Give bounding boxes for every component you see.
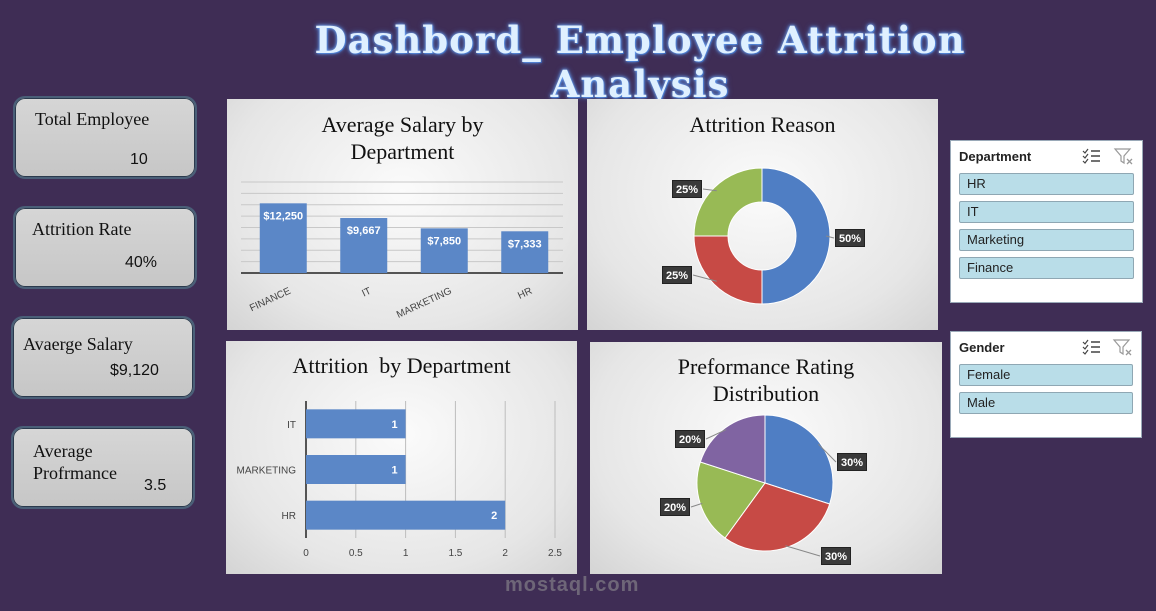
data-label: 25%	[676, 184, 698, 196]
data-label: 2	[491, 510, 497, 522]
donut-slice	[761, 167, 831, 305]
pie-slice	[699, 414, 766, 484]
tick-label: IT	[360, 286, 373, 300]
bar-hr	[306, 500, 506, 530]
kpi-value: 40%	[125, 254, 158, 271]
multi-select-icon[interactable]	[1082, 148, 1102, 164]
donut-slice	[693, 167, 763, 237]
kpi-label: Attrition Rate	[32, 219, 132, 239]
gender-slicer: Gender Female Male	[950, 331, 1142, 438]
leader-line	[705, 429, 727, 440]
salary-bar-chart: $12,250 FINANCE $9,667 IT $7,850 MARKETING $7,…	[241, 181, 563, 321]
tick-label: HR	[282, 511, 296, 522]
slicer-item-it[interactable]: IT	[959, 201, 1134, 223]
tick-label: 0	[303, 548, 309, 559]
data-label: 30%	[841, 457, 863, 469]
bar-marketing	[306, 455, 406, 484]
bar-hr	[501, 231, 549, 273]
chart-title: Average Salary by Department	[321, 112, 484, 164]
performance-panel: Preformance Rating Distribution 30% 30% 20…	[590, 342, 942, 574]
kpi-value: $9,120	[110, 362, 159, 379]
kpi-label: Total Employee	[35, 109, 150, 129]
kpi-value: 10	[130, 151, 148, 168]
data-label-box	[675, 430, 705, 448]
tick-label: HR	[516, 286, 534, 302]
data-label: 1	[391, 419, 397, 431]
leader-line	[785, 545, 821, 557]
data-label: 30%	[825, 551, 847, 563]
department-slicer: Department HR IT Marketing Finance	[950, 140, 1143, 303]
data-label: 20%	[664, 502, 686, 514]
kpi-label: Avaerge Salary	[23, 334, 133, 354]
kpi-label: Average Profrmance	[33, 441, 117, 483]
leader-line	[702, 188, 717, 192]
bar-finance	[259, 203, 307, 273]
dashboard-title: Dashbord_ Employee Attrition Analysis	[314, 18, 966, 106]
tick-label: IT	[287, 420, 296, 431]
kpi-total-employee: Total Employee 10	[13, 96, 197, 179]
bar-marketing	[420, 228, 468, 273]
slicer-header: Gender	[959, 340, 1005, 355]
data-label: $9,667	[347, 225, 381, 237]
salary-chart-panel: Average Salary by Department $12,250 FINA…	[227, 99, 578, 330]
attrition-reason-donut: 50% 25% 25%	[662, 167, 865, 305]
donut-slice	[693, 235, 763, 305]
data-label-box	[662, 266, 692, 284]
leader-line	[692, 274, 717, 282]
chart-title: Attrition by Department	[292, 353, 511, 378]
pie-slice	[764, 414, 834, 505]
data-label-box	[835, 229, 865, 247]
slicer-item-finance[interactable]: Finance	[959, 257, 1134, 279]
watermark: mostaql.com	[505, 574, 640, 596]
data-label: $7,333	[508, 238, 542, 250]
slicer-item-male[interactable]: Male	[959, 392, 1133, 414]
tick-label: MARKETING	[395, 286, 454, 321]
leader-line	[825, 235, 835, 239]
attrition-dept-bar-chart: 0 0.5 1 1.5 2 2.5 1 IT 1 MARKETING 2 HR	[237, 401, 562, 559]
tick-label: 2	[502, 548, 508, 559]
chart-title: Preformance Rating Distribution	[677, 354, 855, 406]
leader-line	[818, 443, 837, 463]
data-label: 1	[391, 465, 397, 477]
kpi-average-salary: Avaerge Salary $9,120	[11, 316, 195, 399]
bar-it	[306, 409, 406, 439]
pie-slice	[724, 482, 831, 552]
attrition-dept-panel: Attrition by Department 0 0.5 1 1.5 2 2.5 1 IT 1…	[226, 341, 577, 574]
attrition-reason-panel: Attrition Reason 50% 25% 25%	[587, 99, 938, 330]
data-label: 50%	[839, 233, 861, 245]
clear-filter-icon[interactable]	[1113, 148, 1134, 166]
data-label: $12,250	[263, 210, 303, 222]
bar-it	[340, 218, 388, 273]
data-label: 25%	[666, 270, 688, 282]
multi-select-icon[interactable]	[1082, 339, 1102, 355]
slicer-item-female[interactable]: Female	[959, 364, 1133, 386]
tick-label: 0.5	[349, 548, 363, 559]
chart-title: Attrition Reason	[689, 112, 836, 137]
tick-label: 1.5	[448, 548, 462, 559]
kpi-attrition-rate: Attrition Rate 40%	[13, 206, 197, 289]
tick-label: FINANCE	[248, 286, 293, 315]
clear-filter-icon[interactable]	[1112, 339, 1133, 357]
tick-label: 1	[403, 548, 409, 559]
tick-label: 2.5	[548, 548, 562, 559]
data-label: $7,850	[427, 235, 461, 247]
slicer-item-marketing[interactable]: Marketing	[959, 229, 1134, 251]
data-label-box	[821, 547, 851, 565]
data-label-box	[672, 180, 702, 198]
data-label: 20%	[679, 434, 701, 446]
slicer-item-hr[interactable]: HR	[959, 173, 1134, 195]
slicer-header: Department	[959, 149, 1032, 164]
data-label-box	[837, 453, 867, 471]
tick-label: MARKETING	[237, 466, 297, 477]
leader-line	[690, 502, 703, 508]
kpi-value: 3.5	[144, 477, 167, 494]
data-label-box	[660, 498, 690, 516]
kpi-average-performance: Average Profrmance 3.5	[11, 426, 195, 509]
performance-pie-chart: 30% 30% 20% 20%	[660, 414, 867, 565]
